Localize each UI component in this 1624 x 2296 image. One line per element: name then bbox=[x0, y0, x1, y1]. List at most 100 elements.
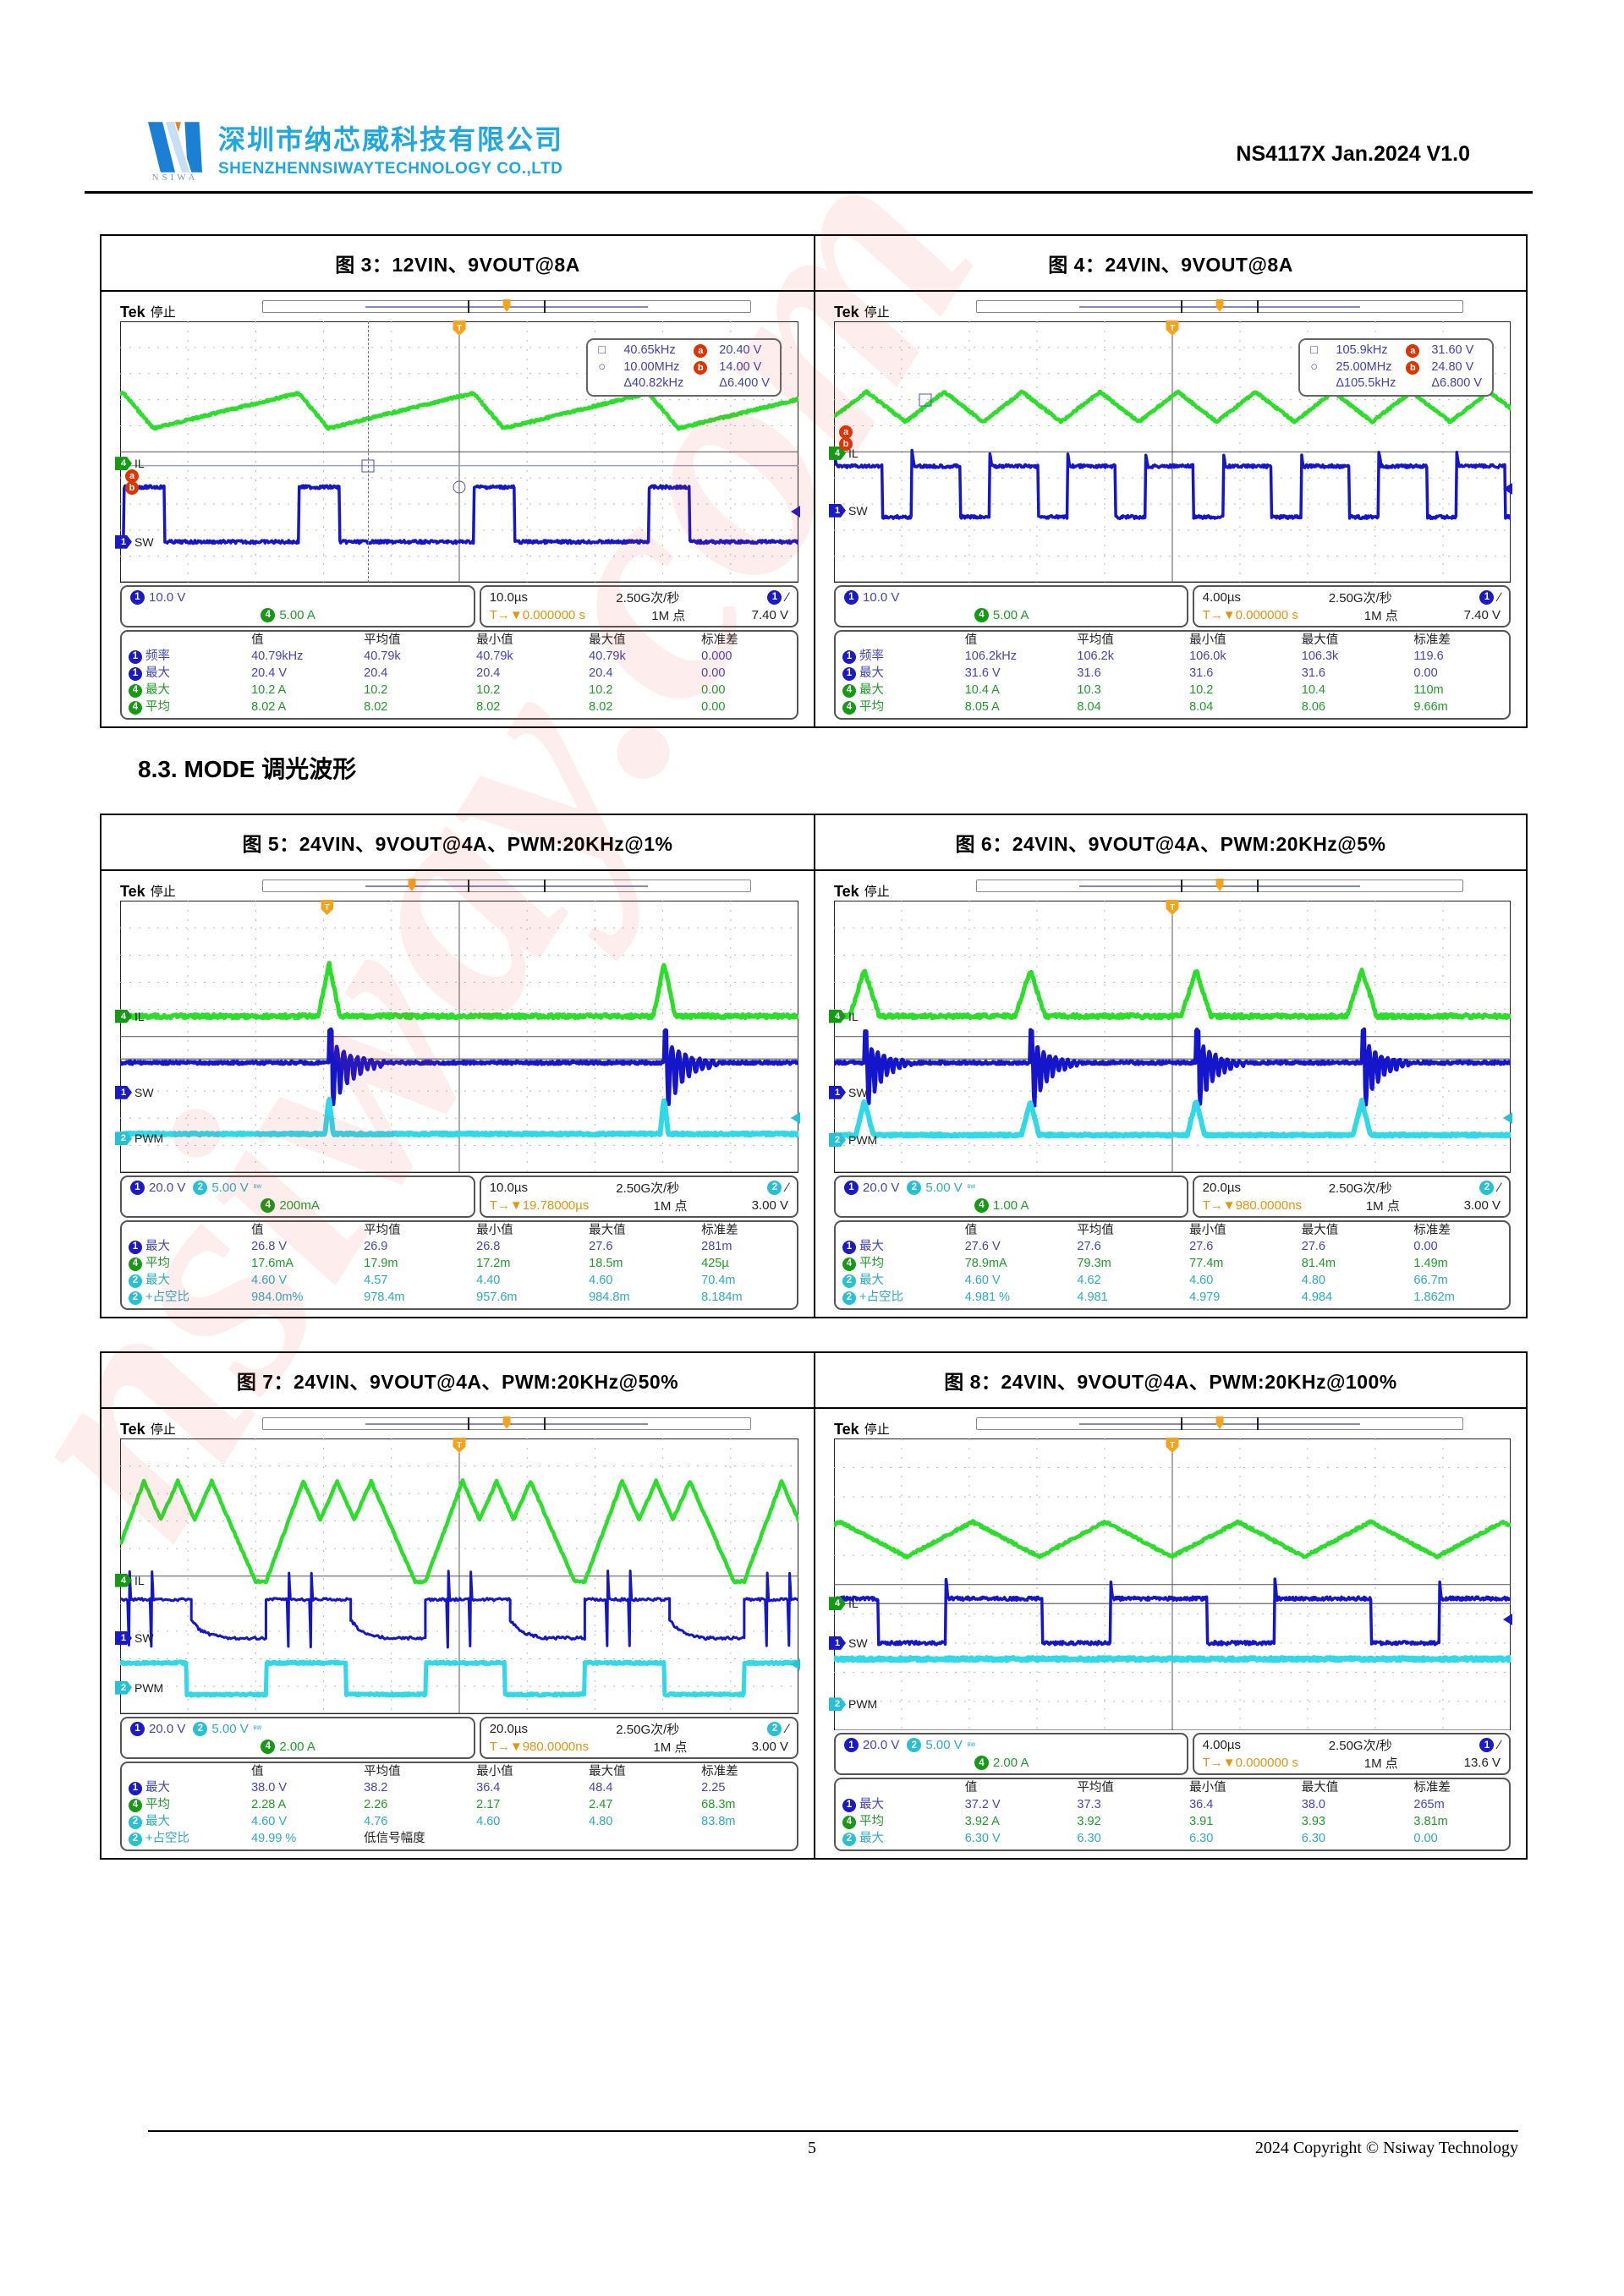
meas-row-label-cell: 4 平均 bbox=[127, 699, 250, 715]
trigger-position-line bbox=[365, 885, 649, 887]
meas-value: 1.49m bbox=[1413, 1256, 1448, 1270]
meas-value: 978.4m bbox=[364, 1290, 405, 1304]
meas-value: 2.26 bbox=[364, 1797, 388, 1811]
channel-4-badge: 4 bbox=[129, 1798, 142, 1812]
cursor-marker-a-icon: a bbox=[839, 425, 853, 440]
trigger-slope-icon: ∕ bbox=[786, 1721, 788, 1736]
trace-name-label: IL bbox=[134, 1009, 145, 1023]
meas-row: 2 最大 6.30 V 6.30 6.30 6.30 0.00 bbox=[841, 1830, 1501, 1847]
channel-1-badge: 1 bbox=[842, 649, 856, 664]
trace-name-label: SW bbox=[134, 1631, 154, 1646]
meas-name: 最大 bbox=[145, 1274, 170, 1288]
meas-row: 1 最大 27.6 V 27.6 27.6 27.6 0.00 bbox=[841, 1238, 1501, 1255]
channel-1-arrow-icon: 1 bbox=[829, 1085, 846, 1099]
channel-settings-row: 1 20.0 V 2 5.00 V ᴮᵂ bbox=[844, 1180, 1178, 1195]
channel-2-badge: 2 bbox=[842, 1274, 856, 1288]
meas-value: 27.6 bbox=[1077, 1239, 1101, 1253]
meas-row-label: 2 最大 bbox=[842, 1273, 884, 1289]
meas-value: 265m bbox=[1413, 1797, 1445, 1811]
scope-header: Tek 停止 bbox=[834, 878, 1511, 899]
trigger-channel-badge: 1 bbox=[767, 589, 782, 605]
marker-a-badge: a bbox=[1406, 344, 1420, 359]
trigger-channel-badge: 1 bbox=[1479, 1738, 1495, 1753]
meas-row: 4 平均 17.6mA 17.9m 17.2m 18.5m 425µ bbox=[127, 1255, 788, 1272]
cursor-frequency-value: Δ105.5kHz bbox=[1336, 376, 1396, 391]
meas-header-spacer bbox=[841, 1780, 963, 1796]
channel-2-badge: 2 bbox=[193, 1721, 208, 1736]
meas-value: 10.2 bbox=[1189, 682, 1214, 697]
window-bracket-left bbox=[1181, 300, 1183, 313]
meas-value: 8.02 A bbox=[251, 699, 287, 714]
meas-row: 1 频率 40.79kHz 40.79k 40.79k 40.79k 0.000 bbox=[127, 648, 788, 665]
channel-4-arrow-icon: 4 bbox=[115, 1573, 132, 1587]
timebase-row: 4.00µs 2.50G次/秒 1 ∕ bbox=[1203, 1736, 1501, 1754]
meas-row: 2 +占空比 984.0m% 978.4m 957.6m 984.8m 8.184m bbox=[127, 1289, 788, 1306]
meas-row-label: 4 平均 bbox=[129, 1256, 170, 1272]
meas-value: 83.8m bbox=[701, 1814, 736, 1828]
channel-4-readout: 4 5.00 A bbox=[974, 607, 1029, 622]
channel-settings-row: 1 20.0 V 2 5.00 V ᴮᵂ bbox=[844, 1738, 1178, 1753]
copyright: 2024 Copyright © Nsiway Technology bbox=[1254, 2139, 1518, 2157]
meas-value: 20.4 bbox=[589, 666, 613, 680]
meas-name: 最大 bbox=[145, 666, 170, 681]
trigger-source-readout: 2 ∕ bbox=[767, 1721, 788, 1736]
meas-value: 4.76 bbox=[364, 1814, 388, 1828]
channel-4-badge: 4 bbox=[974, 1756, 989, 1771]
trace-label-il: 4 IL bbox=[115, 457, 145, 471]
figure-4-scope-screenshot: Tek 停止 4 IL 1 SW a b T □ 105.9kHz a 31.60 V ○ 25.00MHz… bbox=[829, 299, 1512, 720]
channel-settings-box: 1 20.0 V 2 5.00 V ᴮᵂ 4 2.00 A bbox=[834, 1733, 1188, 1776]
trigger-level-arrow-icon bbox=[1497, 482, 1512, 495]
channel-settings-box: 1 20.0 V 2 5.00 V ᴮᵂ 4 2.00 A bbox=[120, 1716, 475, 1759]
channel-settings-box: 1 20.0 V 2 5.00 V ᴮᵂ 4 200mA bbox=[120, 1175, 475, 1218]
meas-value: 20.4 bbox=[476, 666, 501, 680]
trigger-position-readout: T→▼19.78000µs bbox=[489, 1197, 590, 1213]
meas-value: 37.3 bbox=[1077, 1797, 1101, 1811]
channel-4-badge: 4 bbox=[842, 683, 856, 698]
meas-name: +占空比 bbox=[145, 1832, 189, 1846]
trigger-position-readout: T→▼980.0000ns bbox=[489, 1739, 590, 1754]
scope-brand-label: Tek bbox=[120, 1421, 145, 1438]
meas-value: 48.4 bbox=[589, 1780, 613, 1795]
channel-2-arrow-icon: 2 bbox=[115, 1680, 132, 1695]
meas-value: 20.4 bbox=[364, 666, 388, 680]
trigger-source-readout: 1 ∕ bbox=[1479, 589, 1501, 605]
meas-row-label-cell: 4 平均 bbox=[841, 1255, 963, 1272]
acquisition-status-label: 停止 bbox=[864, 1422, 890, 1437]
channel-2-scale: 5.00 V bbox=[211, 1721, 249, 1736]
meas-value: 10.2 bbox=[364, 682, 388, 697]
meas-column-header: 最小值 bbox=[1189, 633, 1226, 647]
meas-value: 9.66m bbox=[1413, 699, 1448, 714]
meas-value: 4.80 bbox=[589, 1814, 613, 1828]
meas-column-header: 最大值 bbox=[1301, 1223, 1339, 1237]
scope-graticule bbox=[834, 901, 1511, 1173]
meas-column-header: 值 bbox=[251, 1223, 264, 1237]
meas-row-label-cell: 1 频率 bbox=[841, 648, 963, 665]
trace-label-il: 4 IL bbox=[115, 1009, 145, 1023]
meas-column-header: 值 bbox=[251, 1764, 264, 1778]
channel-2-scale: 5.00 V bbox=[925, 1180, 963, 1195]
meas-value: 106.2kHz bbox=[964, 649, 1017, 663]
trace-name-label: SW bbox=[848, 1636, 868, 1650]
trace-label-il: 4 IL bbox=[115, 1573, 145, 1587]
channel-4-readout: 4 2.00 A bbox=[261, 1739, 315, 1754]
meas-header-spacer bbox=[841, 633, 963, 649]
meas-value: 40.79k bbox=[589, 649, 626, 663]
channel-1-scale: 20.0 V bbox=[149, 1721, 186, 1736]
scope-header: Tek 停止 bbox=[120, 299, 798, 320]
meas-value: 38.0 V bbox=[251, 1780, 288, 1795]
channel-settings-row: 1 20.0 V 2 5.00 V ᴮᵂ bbox=[130, 1721, 465, 1736]
meas-row-label-cell: 1 最大 bbox=[841, 665, 963, 682]
channel-settings-box: 1 20.0 V 2 5.00 V ᴮᵂ 4 1.00 A bbox=[834, 1175, 1188, 1218]
trigger-channel-badge: 2 bbox=[767, 1721, 782, 1736]
meas-value: 2.47 bbox=[589, 1797, 613, 1811]
cursor-readout-box: □ 105.9kHz a 31.60 V ○ 25.00MHz b 24.80 V Δ105.5… bbox=[1298, 338, 1494, 397]
bandwidth-limit-icon: ᴮᵂ bbox=[967, 1740, 976, 1750]
timebase-scale: 10.0µs bbox=[489, 1180, 529, 1195]
scope-readout-bar: 1 10.0 V 4 5.00 A 10.0µs 2.50G次/秒 1 ∕ T→▼0.00000… bbox=[120, 584, 798, 627]
sample-rate: 2.50G次/秒 bbox=[616, 1722, 680, 1737]
trace-label-sw: 1 SW bbox=[829, 1085, 868, 1099]
channel-4-badge: 4 bbox=[261, 1197, 276, 1213]
acquisition-status-label: 停止 bbox=[864, 884, 890, 899]
